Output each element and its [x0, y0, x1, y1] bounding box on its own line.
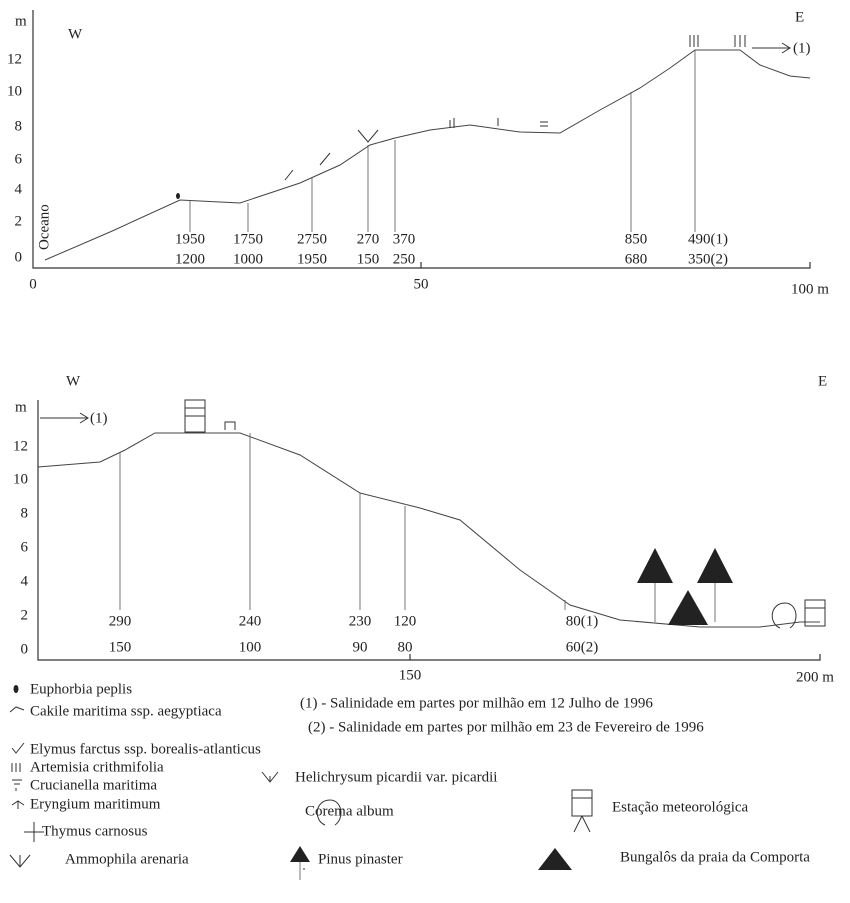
- pine-icons: [637, 548, 733, 583]
- salinity-value: 1200: [175, 251, 205, 267]
- sample-lines: [120, 433, 565, 610]
- plant-icon: [176, 193, 180, 199]
- arrow: [40, 413, 88, 423]
- legend-entry: Elymus farctus ssp. borealis-atlanticus: [30, 741, 261, 757]
- x-tick-label: 200 m: [796, 669, 834, 685]
- east-label: E: [795, 9, 804, 25]
- salinity-value: 1750: [233, 231, 263, 247]
- salinity-value: 1950: [297, 251, 327, 267]
- salinity-value: 290: [109, 613, 132, 629]
- plant-icons: [285, 35, 745, 180]
- west-label: W: [66, 373, 81, 389]
- legend-entry: Euphorbia peplis: [30, 681, 132, 697]
- other-icons: [185, 400, 825, 628]
- legend-entry: Estação meteorológica: [612, 799, 749, 815]
- arrow-label: (1): [90, 410, 108, 426]
- y-tick-label: 8: [21, 505, 29, 521]
- legend-entry: Pinus pinaster: [318, 851, 403, 867]
- arrow: [752, 43, 790, 53]
- salinity-value: 250: [393, 251, 416, 267]
- salinity-value: 1000: [233, 251, 263, 267]
- ocean-label: Oceano: [36, 204, 52, 250]
- y-unit: m: [15, 399, 27, 415]
- legend-entry: Artemisia crithmifolia: [30, 759, 164, 775]
- x-tick-label: 0: [29, 276, 37, 292]
- legend-entry: Corema album: [305, 803, 394, 819]
- y-tick-label: 0: [15, 249, 23, 265]
- y-tick-label: 6: [21, 539, 29, 555]
- salinity-value: 230: [349, 613, 372, 629]
- legend-entry: Ammophila arenaria: [65, 851, 189, 867]
- y-tick-label: 12: [7, 51, 22, 67]
- sample-lines: [190, 50, 695, 232]
- legend-icon: [14, 685, 19, 693]
- y-tick-label: 10: [7, 83, 22, 99]
- axes: [33, 10, 810, 268]
- arrow-label: (1): [793, 40, 811, 56]
- y-tick-label: 2: [15, 213, 23, 229]
- y-tick-label: 2: [21, 607, 29, 623]
- salinity-value: 60(2): [566, 639, 599, 655]
- legend: (1) - Salinidade em partes por milhão em…: [10, 681, 810, 880]
- salinity-labels: 1950 1200 1750 1000 2750 1950 270 150 370 250 850 6…: [175, 231, 728, 267]
- salinity-value: 680: [625, 251, 648, 267]
- note: (1) - Salinidade em partes por milhão em…: [300, 695, 653, 711]
- east-label: E: [818, 373, 827, 389]
- salinity-value: 150: [109, 639, 132, 655]
- salinity-value: 370: [393, 231, 416, 247]
- y-unit: m: [15, 13, 27, 29]
- y-tick-label: 6: [15, 151, 23, 167]
- y-tick-label: 12: [13, 438, 28, 454]
- y-tick-label: 4: [21, 573, 29, 589]
- salinity-value: 80: [398, 639, 413, 655]
- legend-entry: Helichrysum picardii var. picardii: [295, 769, 497, 785]
- x-tick-label: 50: [414, 276, 429, 292]
- legend-entry: Thymus carnosus: [42, 823, 148, 839]
- diagram: m 12 10 8 6 4 2 0 0 50 100 m W E (1) Oce…: [0, 0, 850, 903]
- salinity-value: 270: [357, 231, 380, 247]
- x-tick-label: 100 m: [791, 281, 829, 297]
- salinity-value: 90: [353, 639, 368, 655]
- x-tick-label: 150: [399, 667, 422, 683]
- bungalow-icon: [668, 590, 708, 625]
- salinity-value: 80(1): [566, 613, 599, 629]
- salinity-value: 150: [357, 251, 380, 267]
- legend-entry: Bungalôs da praia da Comporta: [620, 849, 810, 865]
- y-tick-label: 0: [21, 641, 29, 657]
- legend-entry: Crucianella maritima: [30, 777, 157, 793]
- bottom-panel: m 12 10 8 6 4 2 0 150 200 m W E (1) 290 1…: [13, 373, 834, 685]
- salinity-value: 350(2): [688, 251, 728, 267]
- legend-entry: Cakile maritima ssp. aegyptiaca: [30, 703, 222, 719]
- west-label: W: [68, 26, 83, 42]
- salinity-value: 850: [625, 231, 648, 247]
- profile: [38, 433, 820, 627]
- salinity-value: 100: [239, 639, 262, 655]
- top-panel: m 12 10 8 6 4 2 0 0 50 100 m W E (1) Oce…: [7, 9, 829, 297]
- y-tick-label: 8: [15, 118, 23, 134]
- salinity-value: 120: [394, 613, 417, 629]
- salinity-value: 1950: [175, 231, 205, 247]
- y-tick-label: 10: [13, 471, 28, 487]
- legend-entry: Eryngium maritimum: [30, 796, 161, 812]
- salinity-value: 240: [239, 613, 262, 629]
- salinity-labels: 290 150 240 100 230 90 120 80 80(1) 60(2): [109, 613, 599, 655]
- note: (2) - Salinidade em partes por milhão em…: [308, 719, 704, 735]
- salinity-value: 490(1): [688, 231, 728, 247]
- salinity-value: 2750: [297, 231, 327, 247]
- y-tick-label: 4: [15, 181, 23, 197]
